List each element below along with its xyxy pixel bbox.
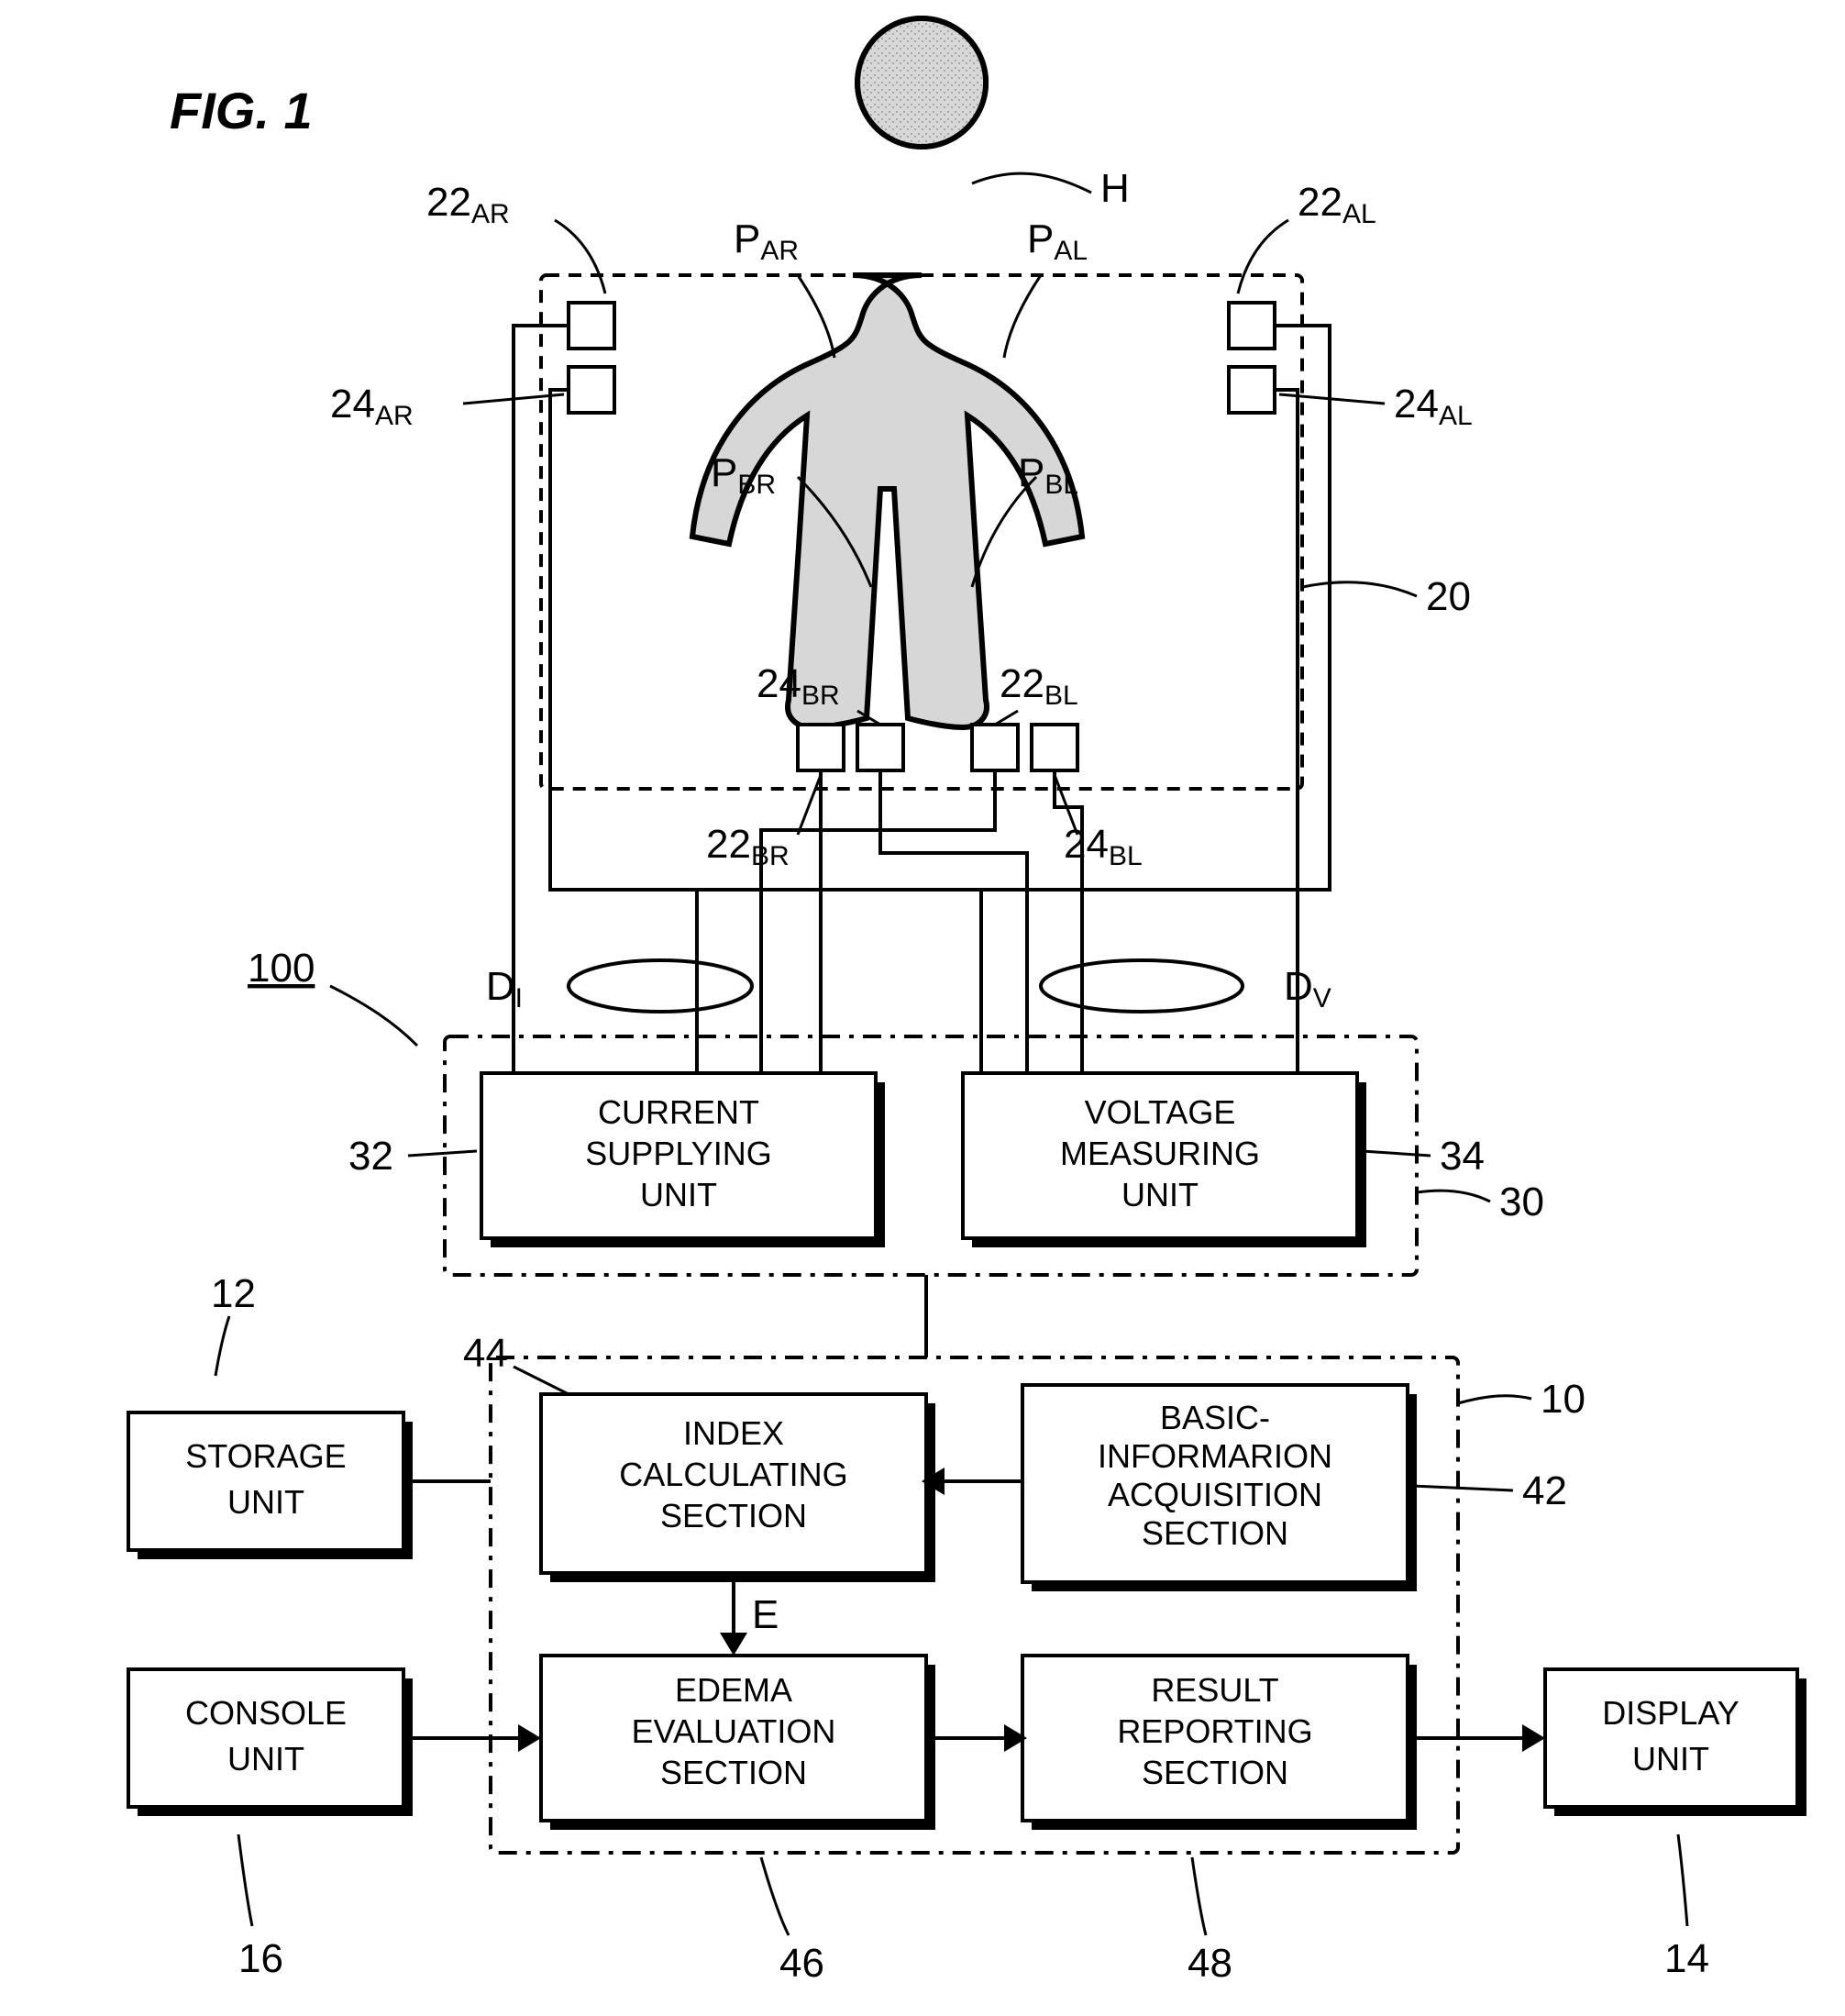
unit-16: CONSOLE UNIT — [128, 1669, 413, 1816]
label-14: 14 — [1664, 1936, 1709, 1981]
electrode-22bl — [972, 725, 1018, 770]
svg-text:SECTION: SECTION — [1142, 1754, 1288, 1791]
svg-text:SECTION: SECTION — [660, 1497, 807, 1534]
electrode-22al — [1229, 303, 1275, 349]
label-34: 34 — [1440, 1134, 1485, 1179]
svg-text:SECTION: SECTION — [660, 1754, 807, 1791]
electrode-24al — [1229, 367, 1275, 413]
label-di: DI — [486, 964, 523, 1014]
label-dv: DV — [1284, 964, 1331, 1014]
svg-text:UNIT: UNIT — [227, 1483, 304, 1521]
svg-text:DISPLAY: DISPLAY — [1602, 1694, 1739, 1732]
label-46: 46 — [779, 1941, 824, 1986]
label-32: 32 — [348, 1134, 393, 1179]
unit-12: STORAGE UNIT — [128, 1412, 413, 1559]
figure-svg: FIG. 1 H PAR PAL PBR PBL 20 — [0, 0, 1845, 2016]
electrode-22ar — [569, 303, 614, 349]
svg-text:RESULT: RESULT — [1151, 1671, 1278, 1709]
label-30: 30 — [1499, 1180, 1544, 1224]
svg-text:SECTION: SECTION — [1142, 1514, 1288, 1552]
svg-text:VOLTAGE: VOLTAGE — [1085, 1093, 1236, 1131]
svg-text:EVALUATION: EVALUATION — [632, 1712, 836, 1750]
svg-text:ACQUISITION: ACQUISITION — [1108, 1476, 1322, 1513]
label-42: 42 — [1522, 1468, 1567, 1513]
label-48: 48 — [1188, 1941, 1232, 1986]
svg-text:CALCULATING: CALCULATING — [619, 1456, 847, 1493]
svg-text:INDEX: INDEX — [683, 1414, 784, 1452]
svg-text:UNIT: UNIT — [1632, 1740, 1709, 1778]
label-10: 10 — [1541, 1377, 1585, 1422]
svg-text:UNIT: UNIT — [227, 1740, 304, 1778]
electrode-24ar — [569, 367, 614, 413]
label-par: PAR — [734, 216, 799, 266]
svg-text:MEASURING: MEASURING — [1060, 1135, 1260, 1172]
svg-text:UNIT: UNIT — [1121, 1176, 1199, 1213]
svg-text:REPORTING: REPORTING — [1117, 1712, 1312, 1750]
unit-44: INDEX CALCULATING SECTION — [541, 1394, 935, 1582]
label-24ar: 24AR — [330, 382, 414, 431]
svg-text:CURRENT: CURRENT — [598, 1093, 759, 1131]
unit-48: RESULT REPORTING SECTION — [1022, 1656, 1417, 1830]
svg-text:UNIT: UNIT — [640, 1176, 717, 1213]
label-pal: PAL — [1027, 216, 1088, 266]
unit-42: BASIC- INFORMARION ACQUISITION SECTION — [1022, 1385, 1417, 1591]
unit-46: EDEMA EVALUATION SECTION — [541, 1656, 935, 1830]
svg-text:EDEMA: EDEMA — [675, 1671, 792, 1709]
unit-32: CURRENT SUPPLYING UNIT — [481, 1073, 885, 1247]
label-12: 12 — [211, 1271, 256, 1316]
electrode-24bl — [1032, 725, 1077, 770]
svg-text:INFORMARION: INFORMARION — [1098, 1437, 1332, 1475]
label-44: 44 — [463, 1331, 508, 1376]
figure-label: FIG. 1 — [170, 82, 313, 139]
svg-text:CONSOLE: CONSOLE — [185, 1694, 347, 1732]
label-22bl: 22BL — [1000, 661, 1078, 711]
electrode-24br — [857, 725, 903, 770]
electrode-22br — [798, 725, 844, 770]
label-16: 16 — [238, 1936, 283, 1981]
human-label: H — [1100, 166, 1130, 211]
label-22ar: 22AR — [426, 180, 510, 229]
unit-14: DISPLAY UNIT — [1545, 1669, 1806, 1816]
human-body — [692, 18, 1082, 727]
unit-34: VOLTAGE MEASURING UNIT — [963, 1073, 1366, 1247]
svg-text:STORAGE: STORAGE — [185, 1437, 346, 1475]
label-100: 100 — [248, 946, 315, 991]
group-20-label: 20 — [1426, 574, 1471, 619]
svg-text:SUPPLYING: SUPPLYING — [585, 1135, 771, 1172]
label-e: E — [752, 1592, 779, 1637]
label-22al: 22AL — [1298, 180, 1376, 229]
svg-text:BASIC-: BASIC- — [1160, 1399, 1270, 1436]
label-24al: 24AL — [1394, 382, 1473, 431]
